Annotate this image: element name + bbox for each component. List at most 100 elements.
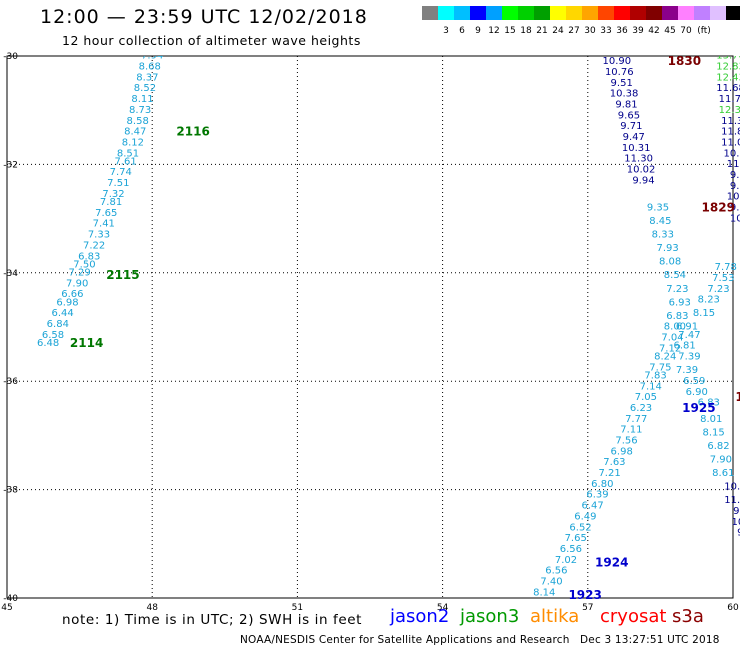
lat-tick-label: -34 xyxy=(3,269,18,279)
wave-height-label: 11.68 xyxy=(716,83,740,94)
page-title: 12:00 — 23:59 UTC 12/02/2018 xyxy=(40,6,368,28)
wave-height-label: 11.81 xyxy=(721,127,740,138)
satellite-s3a: s3a xyxy=(672,606,704,627)
legend-swatch xyxy=(502,6,518,20)
legend-swatch xyxy=(710,6,726,20)
wave-height-label: 10 xyxy=(731,517,740,528)
wave-height-label: 6.90 xyxy=(686,387,708,398)
wave-height-label: 6.49 xyxy=(574,511,596,522)
pass-time-label: 1923 xyxy=(568,588,601,602)
wave-height-label: 7.74 xyxy=(110,167,132,178)
lon-tick-label: 60 xyxy=(727,603,739,610)
wave-height-label: 6.83 xyxy=(666,311,688,322)
lat-tick-label: -40 xyxy=(3,594,18,604)
wave-height-label: 8.37 xyxy=(136,72,158,83)
wave-height-label: 11.1 xyxy=(727,159,740,170)
wave-height-label: 10.76 xyxy=(605,67,634,78)
legend-label: 70 xyxy=(680,26,692,36)
wave-height-label: 8.51 xyxy=(117,148,139,159)
legend-swatch xyxy=(582,6,598,20)
wave-height-label: 7.63 xyxy=(603,457,625,468)
legend-swatch xyxy=(486,6,502,20)
wave-height-label: 7.41 xyxy=(93,219,115,230)
legend-unit: (ft) xyxy=(697,26,711,36)
legend-label: 18 xyxy=(520,26,532,36)
lon-tick-label: 45 xyxy=(1,603,12,610)
wave-height-label: 6.47 xyxy=(582,501,604,512)
wave-height-label: 7.29 xyxy=(68,268,90,279)
wave-height-label: 10.38 xyxy=(610,89,639,100)
legend-swatch xyxy=(646,6,662,20)
lon-tick-label: 54 xyxy=(437,603,449,610)
wave-height-label: 7.56 xyxy=(615,436,637,447)
wave-height-label: 9.9 xyxy=(730,170,740,181)
legend-swatch xyxy=(438,6,454,20)
wave-height-label: 9.51 xyxy=(611,78,633,89)
wave-height-label: 6.52 xyxy=(569,522,591,533)
wave-height-label: 7.75 xyxy=(649,362,671,373)
wave-height-label: 10.2 xyxy=(727,192,740,203)
wave-height-label: 6.44 xyxy=(52,308,74,319)
wave-height-label: 9.35 xyxy=(647,202,669,213)
lon-tick-label: 48 xyxy=(146,603,158,610)
wave-height-label: 11.1 xyxy=(724,495,740,506)
legend-swatch xyxy=(534,6,550,20)
wave-height-label: 7.33 xyxy=(88,230,110,241)
wave-height-label: 6.83 xyxy=(78,251,100,262)
legend-swatch xyxy=(662,6,678,20)
legend-label: 21 xyxy=(536,26,547,36)
wave-height-label: 8.12 xyxy=(122,137,144,148)
legend-swatch xyxy=(518,6,534,20)
wave-height-label: 7.94 xyxy=(141,51,163,62)
wave-height-label: 11.04 xyxy=(721,137,740,148)
legend-swatch xyxy=(694,6,710,20)
wave-height-label: 6.82 xyxy=(707,441,729,452)
wave-height-label: 7.77 xyxy=(625,414,647,425)
legend-swatch xyxy=(678,6,694,20)
wave-height-label: 10.3 xyxy=(724,482,740,493)
pass-time-label: 1830 xyxy=(668,54,701,68)
wave-height-label: 8.58 xyxy=(127,116,149,127)
pass-time-label: 1829 xyxy=(702,200,735,214)
wave-height-label: 6.98 xyxy=(56,297,78,308)
wave-height-label: 6.84 xyxy=(47,319,69,330)
wave-height-label: 8.01 xyxy=(700,414,722,425)
wave-height-label: 7.02 xyxy=(555,555,577,566)
legend-swatch xyxy=(614,6,630,20)
pass-time-label: 1 xyxy=(735,390,740,404)
wave-height-label: 11.33 xyxy=(721,116,740,127)
lon-tick-label: 57 xyxy=(582,603,593,610)
footer-note: note: 1) Time is in UTC; 2) SWH is in fe… xyxy=(62,612,363,628)
legend-swatch xyxy=(550,6,566,20)
satellite-cryosat: cryosat xyxy=(600,606,667,627)
wave-height-label: 7.05 xyxy=(635,392,657,403)
wave-height-label: 9.65 xyxy=(618,110,640,121)
color-legend: 3 6 9 12 15 18 21 24 27 30 33 36 39 42 45 70 (ft) xyxy=(422,6,740,36)
wave-height-label: 6.83 xyxy=(698,398,720,409)
legend-label: 33 xyxy=(600,26,611,36)
legend-label: 39 xyxy=(632,26,644,36)
legend-label: 12 xyxy=(488,26,499,36)
wave-height-label: 9.3 xyxy=(730,202,740,213)
legend-swatch xyxy=(630,6,646,20)
wave-height-label: 6.23 xyxy=(630,403,652,414)
wave-height-label: 8.54 xyxy=(664,270,686,281)
legend-swatch xyxy=(470,6,486,20)
lat-tick-label: -32 xyxy=(3,160,18,170)
map-frame xyxy=(6,55,734,599)
wave-height-label: 6.56 xyxy=(560,544,582,555)
wave-height-label: 7.90 xyxy=(710,455,732,466)
wave-height-label: 7.39 xyxy=(676,365,698,376)
wave-height-label: 9 xyxy=(737,528,740,539)
pass-time-label: 1924 xyxy=(595,555,628,569)
legend-label: 42 xyxy=(648,26,659,36)
wave-height-label: 12.83 xyxy=(716,62,740,73)
wave-height-label: 8.11 xyxy=(131,94,153,105)
wave-height-label: 6.59 xyxy=(683,376,705,387)
legend-label: 45 xyxy=(664,26,675,36)
wave-height-label: 7.40 xyxy=(540,576,562,587)
wave-height-label: 8.45 xyxy=(649,216,671,227)
wave-height-label: 7.81 xyxy=(100,197,122,208)
pass-time-label: 1925 xyxy=(682,401,715,415)
lat-tick-label: -38 xyxy=(3,486,18,496)
